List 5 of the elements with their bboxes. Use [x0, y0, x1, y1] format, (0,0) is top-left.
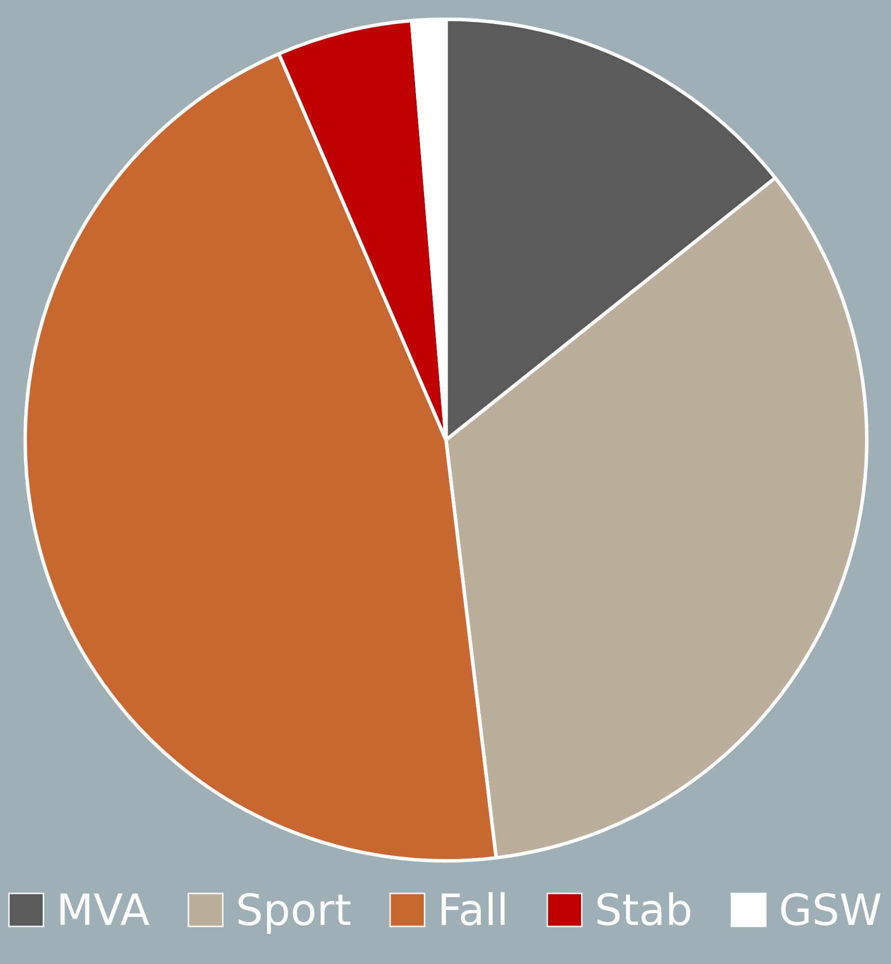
legend-label: GSW: [781, 892, 881, 926]
legend-label: MVA: [60, 894, 150, 925]
legend-label: Sport: [238, 892, 350, 934]
legend-label: Stab: [598, 892, 690, 926]
legend-label: Fall: [442, 892, 505, 926]
